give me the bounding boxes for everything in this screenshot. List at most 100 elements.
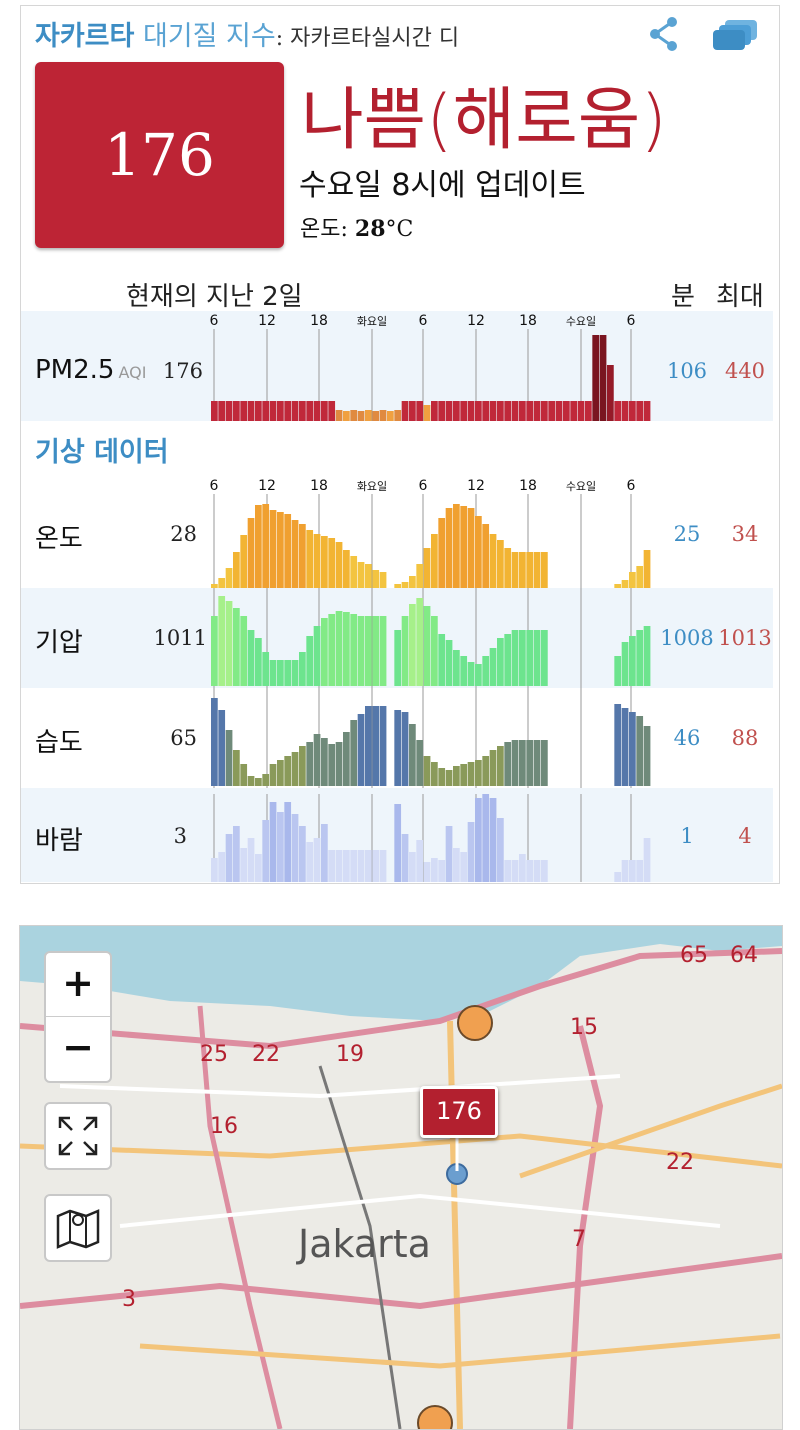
- chart-bar: [328, 538, 336, 588]
- chart-bar: [445, 640, 453, 686]
- chart-bar: [365, 564, 372, 588]
- weather-row-pressure[interactable]: 기압 1011 1008 1013: [21, 588, 773, 688]
- chart-bar: [607, 365, 614, 421]
- weather-min: 25: [673, 522, 701, 546]
- chart-bar: [489, 750, 497, 786]
- map-layers-button[interactable]: [44, 1194, 112, 1262]
- chart-bar: [643, 401, 651, 421]
- chart-bar: [284, 802, 292, 882]
- chart-bar: [372, 850, 380, 882]
- chart-bar: [401, 616, 409, 686]
- chart-bar: [416, 401, 424, 421]
- chart-bar: [343, 550, 350, 588]
- weather-max: 4: [738, 824, 752, 848]
- chart-bar: [372, 570, 380, 588]
- chart-bar: [614, 584, 622, 588]
- humidity-chart[interactable]: [209, 688, 653, 788]
- chart-bar: [262, 820, 270, 882]
- aqi-map-marker[interactable]: 176: [420, 1086, 498, 1138]
- fullscreen-icon: [58, 1116, 98, 1156]
- road-number: 19: [336, 1042, 364, 1067]
- chart-bar: [453, 650, 460, 686]
- chart-bar: [504, 401, 512, 421]
- chart-bar: [636, 716, 644, 786]
- map-icon: [56, 1209, 100, 1249]
- weather-row-temperature[interactable]: 온도 28 6 12 18 화요일 6 12 18 수요일 6 25 34: [21, 476, 773, 588]
- weather-row-wind[interactable]: 바람 3 1 4: [21, 788, 773, 882]
- chart-bar: [423, 606, 431, 686]
- chart-bar: [350, 614, 358, 686]
- chart-bar: [636, 860, 644, 882]
- min-header: 분: [671, 282, 695, 312]
- chart-bar: [423, 405, 431, 421]
- chart-bar: [313, 838, 321, 882]
- chart-bar: [313, 401, 321, 421]
- chart-bar: [240, 848, 248, 882]
- chart-bar: [284, 514, 292, 588]
- chart-bar: [365, 410, 372, 421]
- chart-bar: [247, 776, 255, 786]
- chart-bar: [240, 616, 248, 686]
- wind-chart[interactable]: [209, 788, 653, 882]
- chart-bar: [475, 401, 482, 421]
- weather-min: 46: [673, 726, 701, 750]
- zoom-in-button[interactable]: +: [46, 953, 110, 1017]
- chart-bar: [218, 596, 226, 686]
- page-subtitle: 자카르타실시간 디: [283, 26, 460, 51]
- chart-bar: [284, 401, 292, 421]
- weather-max: 88: [731, 726, 759, 750]
- chart-bar: [482, 401, 490, 421]
- chart-bar: [548, 401, 556, 421]
- chart-bar: [438, 634, 446, 686]
- chart-bar: [328, 744, 336, 786]
- chart-bar: [255, 778, 262, 786]
- road-number: 65: [680, 943, 708, 968]
- chart-bar: [343, 411, 350, 421]
- chart-bar: [541, 740, 548, 786]
- pm25-row[interactable]: PM2.5 AQI 176 6 12 18 화요일 6 12 18 수요일 6 106 440: [21, 311, 773, 421]
- weather-row-humidity[interactable]: 습도 65 46 88: [21, 688, 773, 788]
- road-number: 25: [200, 1042, 228, 1067]
- time-tick-label: 6: [627, 478, 636, 494]
- chart-bar: [636, 630, 644, 686]
- pm25-chart[interactable]: 6 12 18 화요일 6 12 18 수요일 6: [209, 311, 653, 421]
- temperature-chart[interactable]: 6 12 18 화요일 6 12 18 수요일 6: [209, 476, 653, 588]
- chart-bar: [357, 562, 365, 588]
- chart-bar: [350, 720, 358, 786]
- pm25-max: 440: [724, 359, 766, 383]
- chart-bar: [431, 762, 438, 786]
- chart-bar: [299, 826, 306, 882]
- chart-bar: [409, 604, 416, 686]
- chart-bar: [372, 411, 380, 421]
- chart-bar: [533, 860, 541, 882]
- fullscreen-button[interactable]: [44, 1102, 112, 1170]
- chart-bar: [519, 630, 526, 686]
- weather-min: 1: [680, 824, 694, 848]
- chart-bar: [401, 582, 409, 588]
- chart-bar: [328, 850, 336, 882]
- chart-bar: [438, 518, 446, 588]
- chart-bar: [247, 401, 255, 421]
- chart-bar: [269, 510, 277, 588]
- chart-bar: [497, 540, 504, 588]
- chart-bar: [350, 850, 358, 882]
- chart-bar: [247, 630, 255, 686]
- chart-bar: [335, 542, 343, 588]
- time-tick-label: 화요일: [357, 314, 387, 328]
- weather-max: 1013: [718, 626, 772, 650]
- map-view[interactable]: 65 64 15 25 22 19 16 22 7 3 Jakarta 176 …: [19, 925, 783, 1430]
- pressure-chart[interactable]: [209, 588, 653, 688]
- city-name[interactable]: 자카르타: [35, 21, 135, 52]
- time-tick-label: 6: [419, 313, 428, 329]
- chart-bar: [511, 401, 519, 421]
- zoom-out-button[interactable]: −: [62, 1025, 94, 1069]
- temperature-value: 28: [354, 216, 386, 242]
- chart-bar: [306, 842, 314, 882]
- chart-bar: [269, 660, 277, 686]
- chart-bar: [489, 648, 497, 686]
- chart-bar: [233, 750, 240, 786]
- chart-bar: [475, 760, 482, 786]
- multiple-windows-icon[interactable]: [711, 18, 759, 52]
- map-tiles[interactable]: 65 64 15 25 22 19 16 22 7 3: [20, 926, 782, 1429]
- share-icon[interactable]: [647, 16, 681, 52]
